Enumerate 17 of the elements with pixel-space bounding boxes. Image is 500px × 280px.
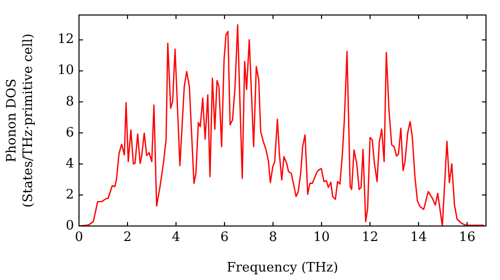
y-tick-label: 2 bbox=[66, 187, 74, 202]
x-tick-label: 8 bbox=[268, 230, 278, 246]
x-tick-label: 4 bbox=[172, 230, 180, 246]
x-tick-label: 12 bbox=[362, 230, 378, 246]
x-tick-label: 10 bbox=[313, 230, 330, 246]
y-tick-label: 10 bbox=[57, 63, 74, 78]
y-tick-label: 12 bbox=[57, 32, 74, 48]
y-tick-label: 6 bbox=[66, 125, 74, 140]
x-tick-label: 2 bbox=[123, 230, 132, 246]
y-axis-title: Phonon DOS (States/THz·primitive cell) bbox=[4, 33, 36, 208]
y-tick-label: 8 bbox=[66, 94, 74, 110]
x-axis-title: Frequency (THz) bbox=[226, 260, 338, 276]
x-tick-label: 6 bbox=[220, 230, 229, 246]
y-tick-label: 4 bbox=[66, 156, 74, 172]
x-tick-label: 16 bbox=[458, 230, 476, 246]
x-tick-label: 14 bbox=[410, 230, 427, 246]
y-tick-label: 0 bbox=[66, 218, 74, 234]
